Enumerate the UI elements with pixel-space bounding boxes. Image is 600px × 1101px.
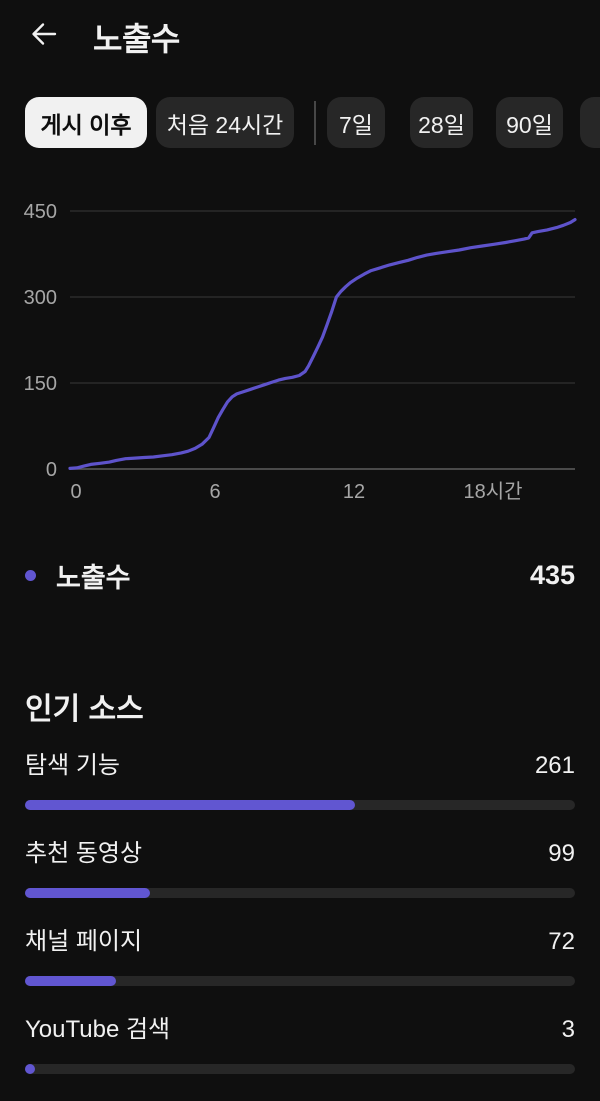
- svg-text:450: 450: [24, 201, 57, 223]
- svg-text:18시간: 18시간: [463, 480, 522, 503]
- source-label: 채널 페이지: [25, 928, 143, 955]
- impressions-chart[interactable]: 0 150 300 450 0 6 12 18시간: [0, 195, 600, 515]
- source-value: 261: [534, 752, 575, 779]
- chip-90-days[interactable]: 90일: [496, 97, 563, 148]
- app-bar: 노출수: [0, 0, 600, 72]
- source-value: 3: [561, 1016, 575, 1043]
- source-bar-fill: [25, 1064, 35, 1074]
- svg-text:6: 6: [209, 481, 220, 503]
- source-row-youtube-search: YouTube 검색 3: [25, 1016, 575, 1074]
- chip-7-days[interactable]: 7일: [327, 97, 385, 148]
- source-value: 99: [548, 840, 575, 867]
- source-row-browse: 탐색 기능 261: [25, 752, 575, 810]
- source-label: 추천 동영상: [25, 840, 143, 867]
- top-sources-title: 인기 소스: [25, 693, 144, 726]
- legend-value: 435: [529, 560, 575, 590]
- svg-text:300: 300: [24, 287, 57, 309]
- source-label: 탐색 기능: [25, 752, 120, 779]
- source-bar: [25, 1064, 575, 1074]
- arrow-left-icon: [32, 23, 57, 45]
- source-bar-fill: [25, 800, 355, 810]
- source-bar: [25, 800, 575, 810]
- back-button[interactable]: [18, 8, 70, 60]
- legend-label: 노출수: [56, 563, 131, 593]
- svg-text:150: 150: [24, 373, 57, 395]
- source-label: YouTube 검색: [25, 1016, 171, 1043]
- legend-dot-icon: [25, 570, 36, 581]
- source-bar-fill: [25, 888, 150, 898]
- source-value: 72: [548, 928, 575, 955]
- source-bar: [25, 888, 575, 898]
- source-row-channel-pages: 채널 페이지 72: [25, 928, 575, 986]
- chip-since-published[interactable]: 게시 이후: [25, 97, 147, 148]
- chart-svg: 0 150 300 450 0 6 12 18시간: [24, 201, 577, 503]
- source-bar-fill: [25, 976, 116, 986]
- time-range-tabs: 게시 이후 처음 24시간 7일 28일 90일: [0, 97, 600, 148]
- source-bar: [25, 976, 575, 986]
- svg-text:0: 0: [46, 459, 57, 481]
- chip-partial-offscreen[interactable]: [580, 97, 600, 148]
- source-row-suggested-videos: 추천 동영상 99: [25, 840, 575, 898]
- svg-text:0: 0: [70, 481, 81, 503]
- svg-text:12: 12: [343, 481, 365, 503]
- page-title: 노출수: [93, 21, 180, 57]
- chips-divider: [314, 101, 316, 145]
- chip-first-24-hours[interactable]: 처음 24시간: [156, 97, 294, 148]
- impressions-legend: 노출수 435: [25, 556, 575, 595]
- chip-28-days[interactable]: 28일: [410, 97, 473, 148]
